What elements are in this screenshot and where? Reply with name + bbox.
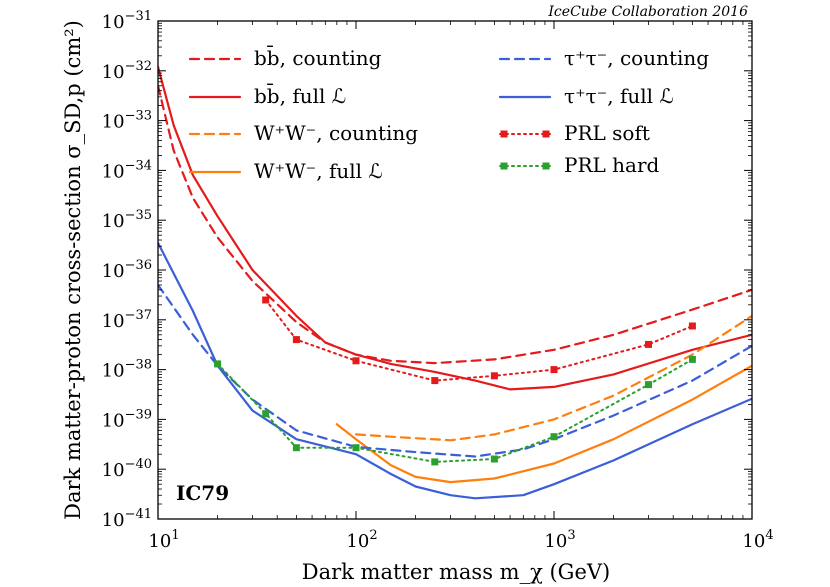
y-axis-label: Dark matter-proton cross-section σ_SD,p … xyxy=(61,20,85,520)
y-tick-label-0: 10−31 xyxy=(102,9,152,33)
series-ww-counting-line xyxy=(354,314,752,442)
series-prl-hard-marker-3 xyxy=(352,444,360,452)
axis-ticks: 10−31 10−32 10−33 10−34 10−35 10−36 10−37 10−38… xyxy=(102,9,774,552)
series-prl-soft-marker-0 xyxy=(262,296,270,304)
series-bb-full-line xyxy=(158,65,752,391)
legend-prl-hard-label: PRL hard xyxy=(564,153,660,177)
x-tick-label-2: 103 xyxy=(544,528,575,552)
legend-prl-soft-marker-1 xyxy=(542,130,550,138)
y-tick-label-5: 10−36 xyxy=(102,258,152,282)
legend-prl-soft-label: PRL soft xyxy=(564,121,650,145)
series-bb-counting-line xyxy=(158,84,752,365)
series-prl-soft-marker-5 xyxy=(550,366,558,374)
series-prl-hard-marker-0 xyxy=(214,360,222,368)
series-prl-hard-marker-4 xyxy=(431,458,439,466)
series-prl-hard-marker-8 xyxy=(688,355,696,363)
y-tick-label-8: 10−39 xyxy=(102,407,152,431)
y-tick-label-1: 10−32 xyxy=(102,59,152,83)
series-prl-soft-marker-1 xyxy=(292,336,300,344)
legend-ww-counting-label: W⁺W⁻, counting xyxy=(254,121,418,145)
series-ww-full-line xyxy=(335,364,752,484)
series-tau-counting-line xyxy=(158,283,752,458)
y-tick-label-6: 10−37 xyxy=(102,308,152,332)
series-prl-soft-marker-6 xyxy=(645,340,652,348)
series-prl-hard-marker-2 xyxy=(292,444,300,452)
y-tick-label-4: 10−35 xyxy=(102,208,152,232)
series-prl-soft-marker-2 xyxy=(352,357,360,365)
legend-bb-full-label: bb̄, full ℒ xyxy=(254,83,346,108)
series-prl-soft-marker-3 xyxy=(431,377,439,385)
y-tick-label-10: 10−41 xyxy=(102,507,152,531)
series-prl-soft-line xyxy=(264,299,694,382)
legend-tau-full-label: τ⁺τ⁻, full ℒ xyxy=(564,84,674,108)
y-tick-label-9: 10−40 xyxy=(102,457,152,481)
series-prl-soft-marker-4 xyxy=(490,372,498,380)
legend-ww-full-label: W⁺W⁻, full ℒ xyxy=(254,159,383,183)
x-tick-label-0: 101 xyxy=(148,528,179,552)
tag-label: IC79 xyxy=(176,481,229,505)
x-tick-label-3: 104 xyxy=(742,528,773,552)
legend-prl-hard-marker-1 xyxy=(542,162,550,170)
legend-prl-soft-marker-0 xyxy=(500,130,508,138)
series-prl-hard-marker-1 xyxy=(262,410,270,418)
legend-tau-counting-label: τ⁺τ⁻, counting xyxy=(564,46,709,70)
legend-prl-hard-marker-0 xyxy=(500,162,508,170)
series-prl-hard-marker-6 xyxy=(550,433,558,441)
series-tau-full-line xyxy=(158,241,752,500)
x-axis-label: Dark matter mass m_χ (GeV) xyxy=(302,560,610,584)
credit-text: IceCube Collaboration 2016 xyxy=(547,4,748,20)
legend-bb-counting-label: bb̄, counting xyxy=(254,45,382,70)
y-tick-label-3: 10−34 xyxy=(102,158,152,182)
series-prl-hard-marker-7 xyxy=(645,381,652,389)
series-prl-hard-marker-5 xyxy=(490,455,498,463)
series-prl-soft-marker-7 xyxy=(688,322,696,330)
y-tick-label-2: 10−33 xyxy=(102,109,152,133)
legend: bb̄, counting bb̄, full ℒ W⁺W⁻, counting W⁺… xyxy=(188,45,709,183)
series-prl-hard-line xyxy=(216,358,694,463)
x-tick-label-1: 102 xyxy=(346,528,377,552)
y-tick-label-7: 10−38 xyxy=(102,358,152,382)
